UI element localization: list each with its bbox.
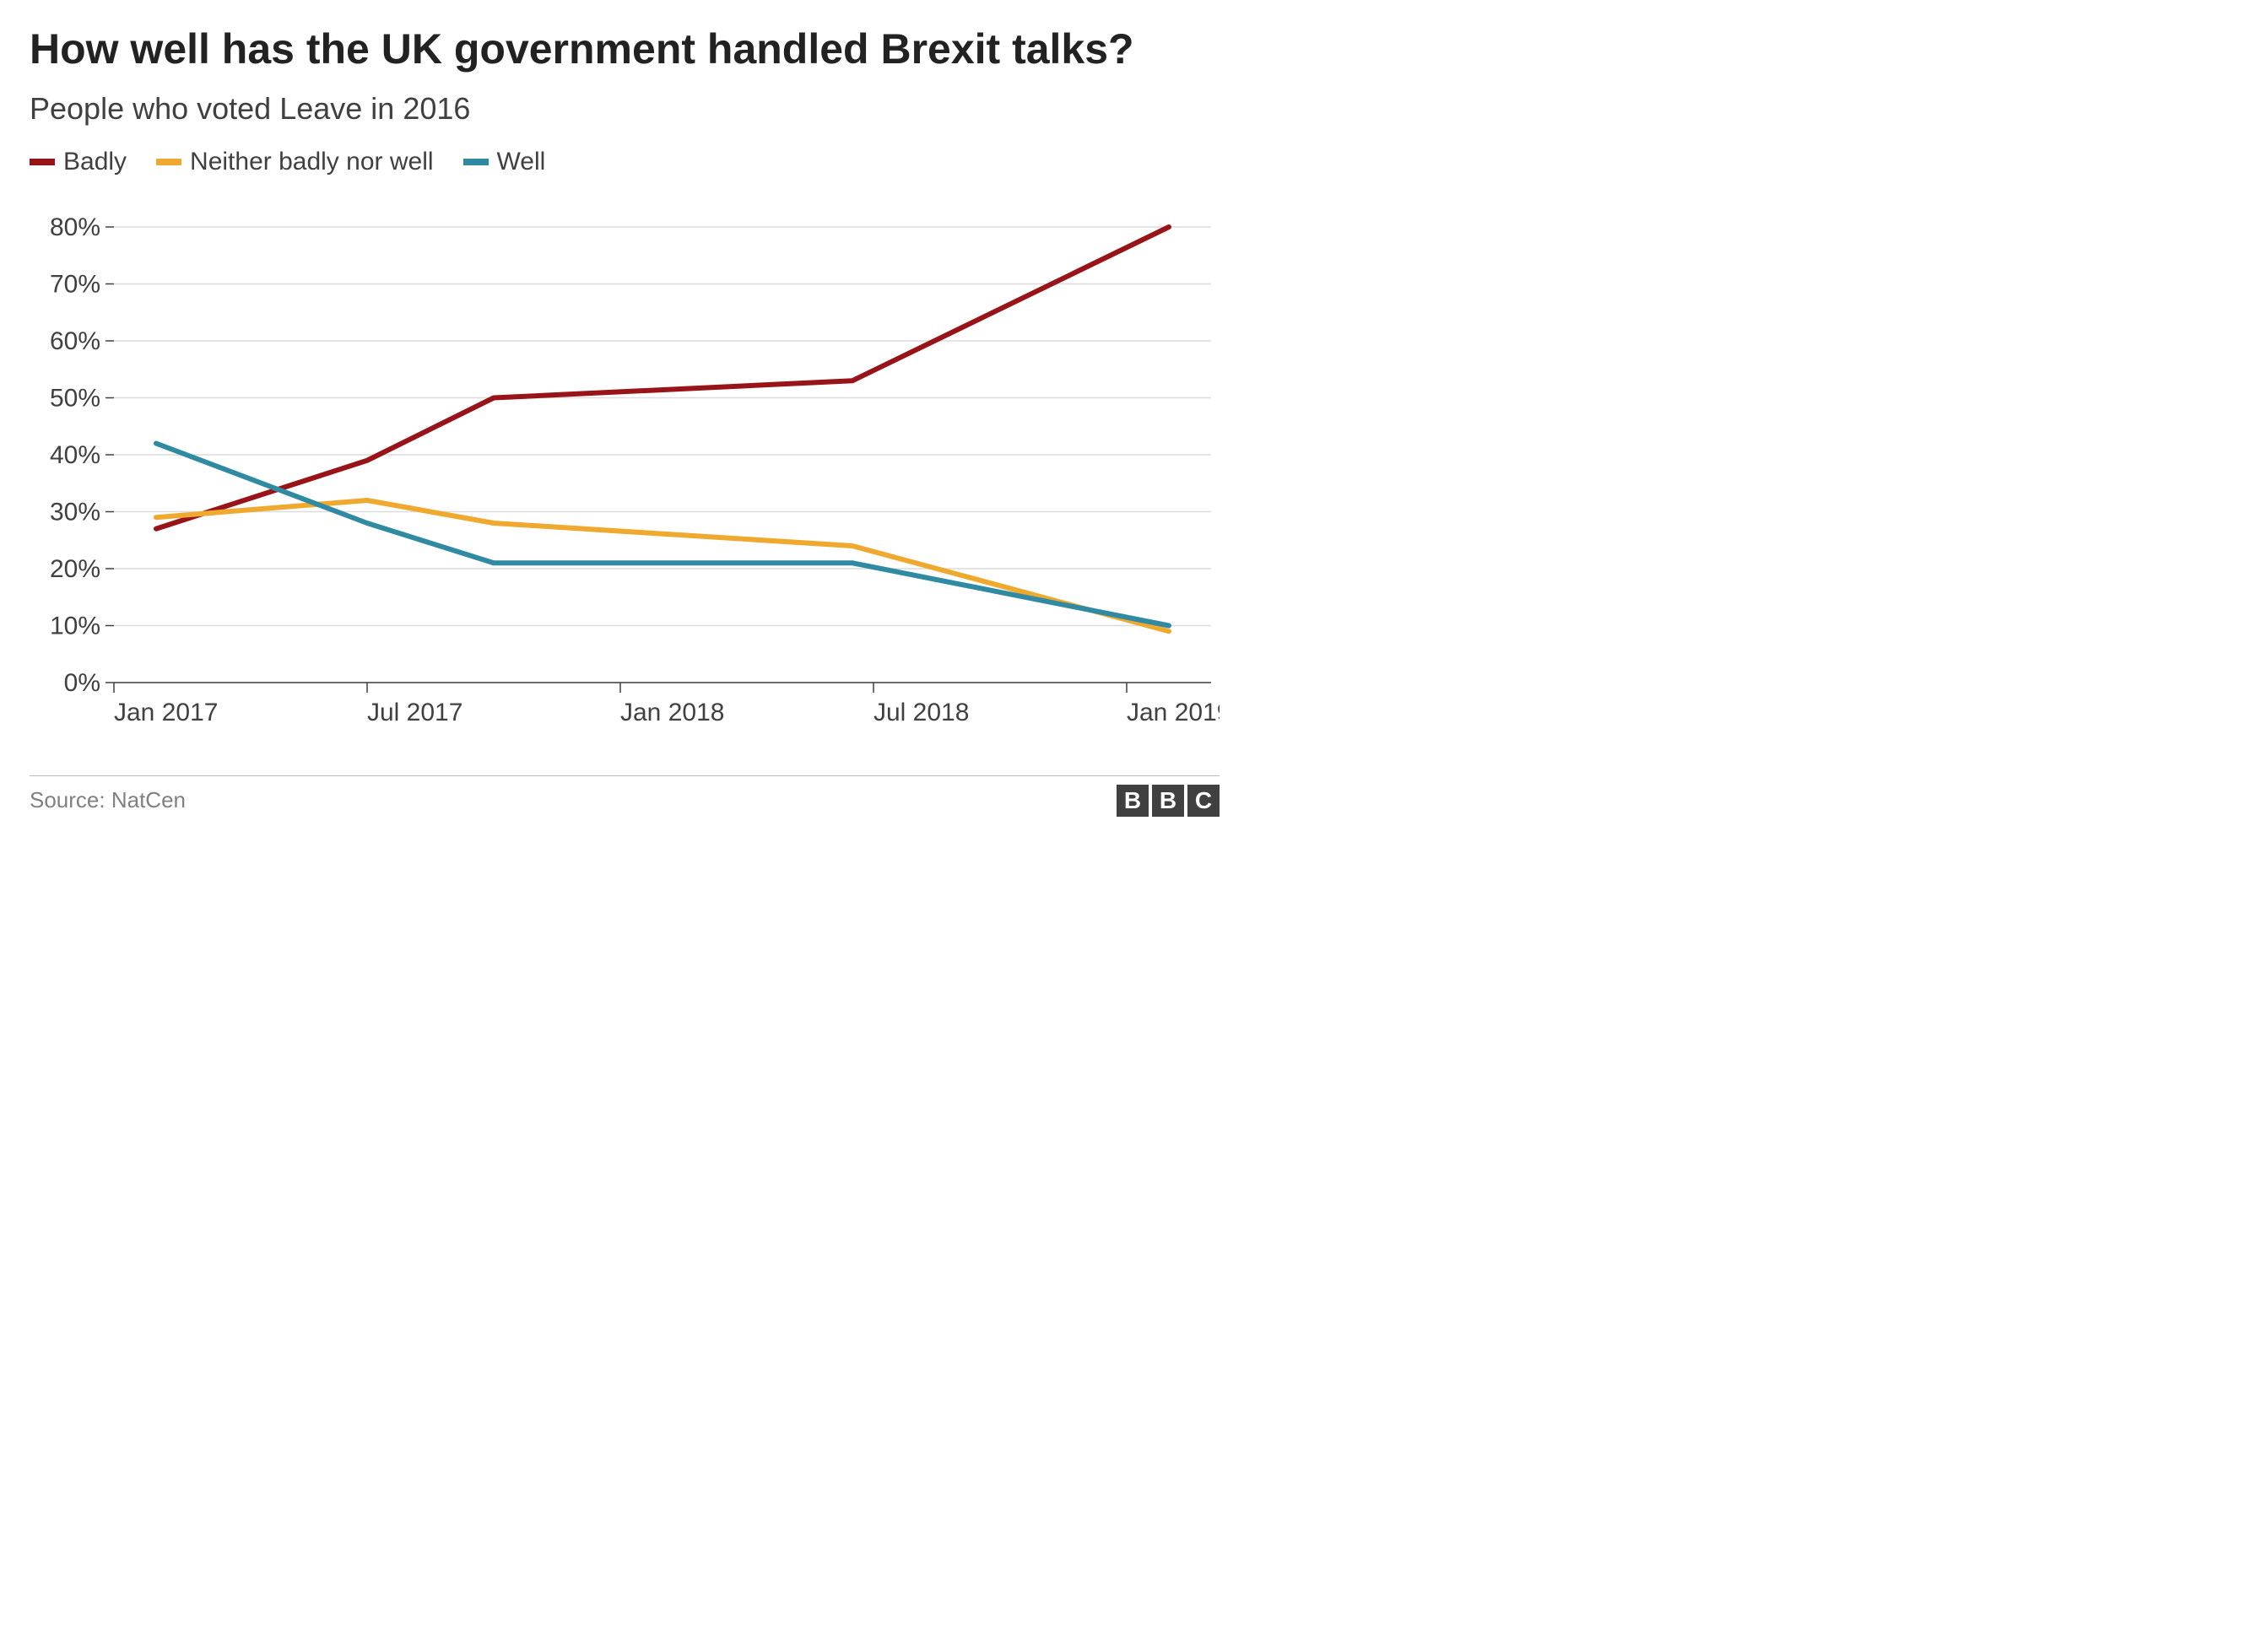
- svg-text:10%: 10%: [50, 612, 100, 640]
- chart-legend: Badly Neither badly nor well Well: [30, 148, 1220, 176]
- svg-text:30%: 30%: [50, 498, 100, 526]
- legend-label: Badly: [63, 148, 127, 176]
- bbc-logo-letter: B: [1117, 785, 1149, 817]
- svg-text:Jan 2018: Jan 2018: [620, 699, 724, 726]
- svg-text:0%: 0%: [64, 669, 100, 697]
- svg-text:70%: 70%: [50, 270, 100, 298]
- bbc-logo-letter: B: [1152, 785, 1184, 817]
- svg-text:Jan 2017: Jan 2017: [114, 699, 218, 726]
- bbc-logo: B B C: [1117, 785, 1220, 817]
- bbc-logo-letter: C: [1187, 785, 1220, 817]
- legend-item-neither: Neither badly nor well: [156, 148, 433, 176]
- svg-text:Jan 2019: Jan 2019: [1127, 699, 1220, 726]
- legend-swatch-well: [463, 159, 489, 165]
- svg-text:20%: 20%: [50, 555, 100, 583]
- line-chart-svg: 0% 10% 20% 30% 40% 50% 60% 70% 80% Jan 2017 Jul 20…: [30, 210, 1220, 759]
- legend-label: Well: [497, 148, 546, 176]
- svg-text:40%: 40%: [50, 441, 100, 469]
- legend-item-badly: Badly: [30, 148, 127, 176]
- legend-swatch-badly: [30, 159, 55, 165]
- chart-title: How well has the UK government handled B…: [30, 25, 1220, 74]
- source-label: Source: NatCen: [30, 787, 186, 813]
- chart-footer: Source: NatCen B B C: [30, 775, 1220, 817]
- svg-text:Jul 2018: Jul 2018: [873, 699, 969, 726]
- chart-container: How well has the UK government handled B…: [0, 0, 1249, 834]
- legend-item-well: Well: [463, 148, 546, 176]
- legend-label: Neither badly nor well: [190, 148, 433, 176]
- svg-text:Jul 2017: Jul 2017: [367, 699, 462, 726]
- legend-swatch-neither: [156, 159, 181, 165]
- svg-text:80%: 80%: [50, 213, 100, 241]
- chart-plot-area: 0% 10% 20% 30% 40% 50% 60% 70% 80% Jan 2017 Jul 20…: [30, 210, 1220, 763]
- chart-subtitle: People who voted Leave in 2016: [30, 91, 1220, 127]
- svg-text:50%: 50%: [50, 384, 100, 412]
- svg-text:60%: 60%: [50, 327, 100, 355]
